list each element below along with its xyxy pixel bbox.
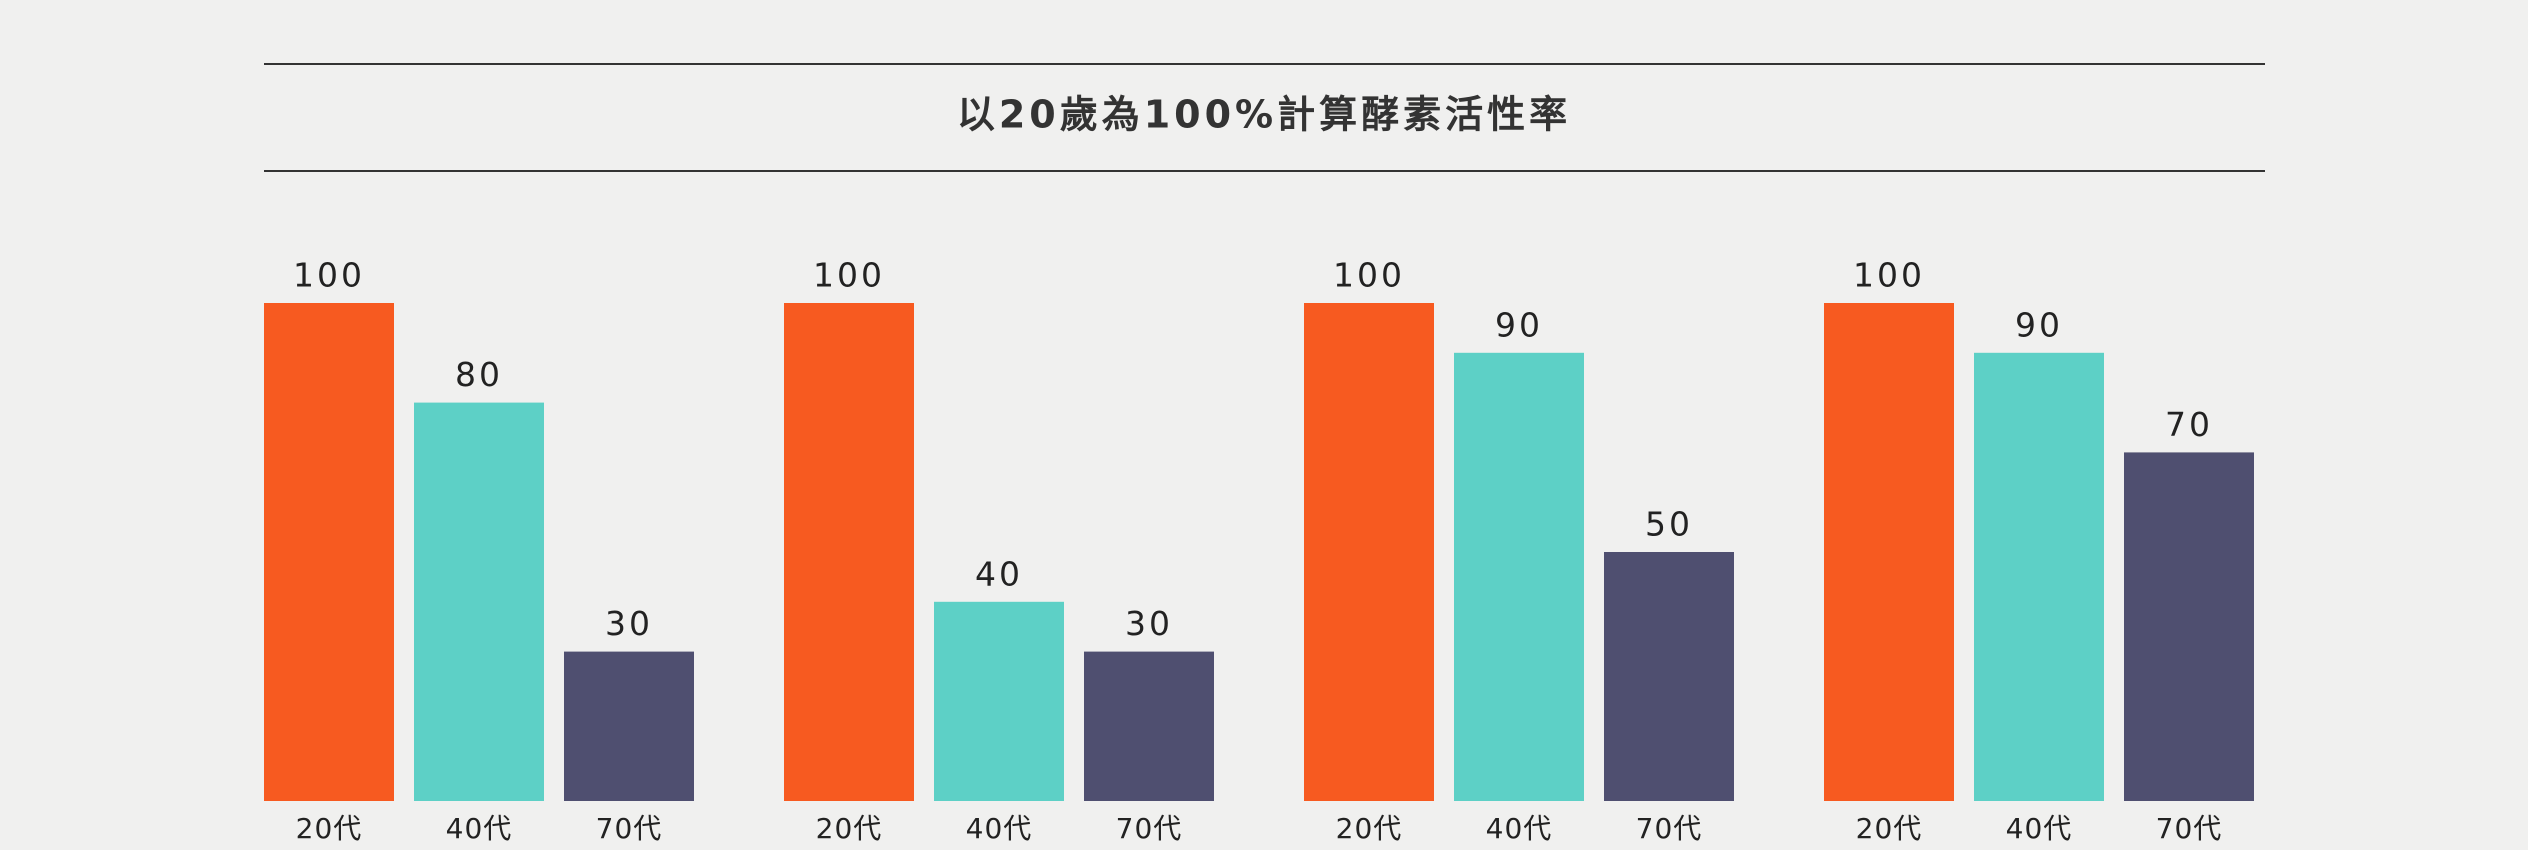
x-tick-label: 40代	[2006, 812, 2073, 845]
x-tick-label: 20代	[1856, 812, 1923, 845]
x-tick-label: 70代	[2156, 812, 2223, 845]
value-label: 90	[2015, 305, 2063, 344]
value-label: 70	[2165, 405, 2213, 444]
bar	[264, 303, 394, 801]
value-label: 30	[1125, 604, 1173, 643]
value-label: 90	[1495, 305, 1543, 344]
bar	[564, 651, 694, 801]
value-label: 80	[455, 355, 503, 394]
value-label: 50	[1645, 505, 1693, 544]
x-tick-label: 70代	[1116, 812, 1183, 845]
x-tick-label: 40代	[1486, 812, 1553, 845]
value-label: 100	[1853, 256, 1925, 295]
x-tick-label: 20代	[1336, 812, 1403, 845]
bar	[934, 601, 1064, 801]
value-label: 100	[1333, 256, 1405, 295]
bar	[1304, 303, 1434, 801]
bar	[784, 303, 914, 801]
value-label: 100	[813, 256, 885, 295]
bar	[2124, 452, 2254, 801]
bar	[1824, 303, 1954, 801]
bar	[1084, 651, 1214, 801]
chart-title: 以20歲為100%計算酵素活性率	[957, 93, 1571, 137]
bar	[414, 402, 544, 801]
x-tick-label: 20代	[296, 812, 363, 845]
x-tick-label: 70代	[596, 812, 663, 845]
bar	[1974, 352, 2104, 801]
value-label: 40	[975, 554, 1023, 593]
x-tick-label: 40代	[966, 812, 1033, 845]
bar	[1454, 352, 1584, 801]
x-tick-label: 20代	[816, 812, 883, 845]
x-tick-label: 40代	[446, 812, 513, 845]
x-tick-label: 70代	[1636, 812, 1703, 845]
value-label: 100	[293, 256, 365, 295]
bar	[1604, 552, 1734, 801]
value-label: 30	[605, 604, 653, 643]
